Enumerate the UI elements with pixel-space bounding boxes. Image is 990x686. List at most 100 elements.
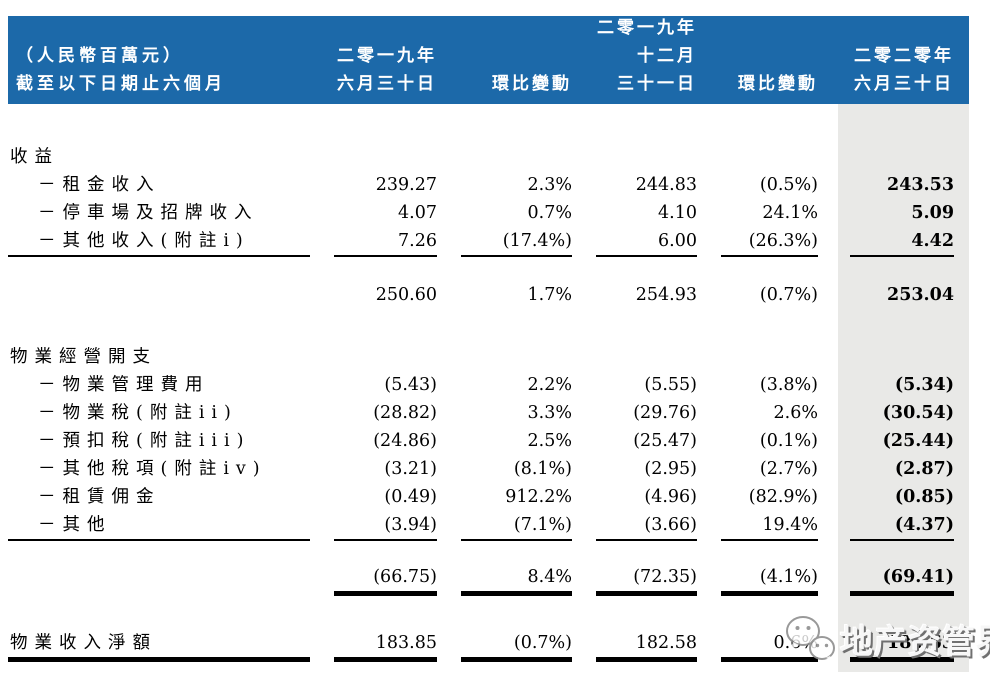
value-2019jun: 4.07 [398,203,437,223]
spacer [8,596,969,634]
table-body: 收益 －租金收入 239.27 2.3% 244.83 (0.5%) 243.5… [8,104,969,662]
value-change2: 24.1% [762,203,818,223]
value-2020jun: 183.63 [850,632,954,662]
row-rental-income: －租金收入 239.27 2.3% 244.83 (0.5%) 243.53 [8,173,969,201]
row-revenue-subtotal: 250.60 1.7% 254.93 (0.7%) 253.04 [8,283,969,311]
row-label: －預扣稅(附註iii) [38,431,251,451]
value-2020jun: 5.09 [911,203,954,223]
row-leasing-commission: －租賃佣金 (0.49) 912.2% (4.96) (82.9%) (0.85… [8,485,969,513]
value-change2: (26.3%) [721,230,818,257]
row-label: －物業管理費用 [38,375,210,395]
value-change2: (2.7%) [759,459,818,479]
value-change1: 1.7% [527,285,572,305]
value-2020jun: (2.87) [894,459,954,479]
value-2019dec: (72.35) [596,566,697,596]
section-label: 物業經營開支 [10,347,157,367]
value-change1: 8.4% [461,566,572,596]
value-2019dec: 4.10 [658,203,697,223]
row-label: －停車場及招牌收入 [38,203,259,223]
value-2020jun: 253.04 [887,285,954,305]
row-operating-expenses-section: 物業經營開支 [8,345,969,373]
value-change1: 3.3% [527,403,572,423]
row-label: 物業收入淨額 [8,632,310,662]
row-label: －物業稅(附註ii) [38,403,238,423]
value-change2: (4.1%) [721,566,818,596]
value-change2: 19.4% [721,514,818,541]
value-2020jun: (69.41) [850,566,954,596]
value-change2: (0.7%) [759,285,818,305]
row-carpark-signage-income: －停車場及招牌收入 4.07 0.7% 4.10 24.1% 5.09 [8,201,969,229]
value-change1: 2.3% [527,175,572,195]
row-label: －其他稅項(附註iv) [38,459,267,479]
row-property-tax: －物業稅(附註ii) (28.82) 3.3% (29.76) 2.6% (30… [8,401,969,429]
value-change1: (17.4%) [461,230,572,257]
header-col-change-2: 環比變動 [738,74,818,93]
spacer [8,541,969,568]
value-2019jun: (28.82) [373,403,437,423]
header-col-2020-jun30: 二零二零年 六月三十日 [854,46,954,93]
value-change2: (82.9%) [748,487,818,507]
value-2019jun: (3.94) [334,514,437,541]
section-label: 收益 [10,147,59,167]
row-label: －其他 [8,514,310,541]
value-2019jun: 183.85 [334,632,437,662]
value-2019dec: (2.95) [644,459,697,479]
row-label: －租金收入 [38,175,161,195]
header-col-2019-jun30: 二零一九年 六月三十日 [337,46,437,93]
value-2019jun: 239.27 [375,175,437,195]
header-col-2019-dec31: 二零一九年 十二月 三十一日 [597,18,697,93]
row-revenue-section: 收益 [8,145,969,173]
value-change2: (3.8%) [759,375,818,395]
value-2020jun: (0.85) [894,487,954,507]
value-change1: (0.7%) [461,632,572,662]
value-2019jun: (24.86) [373,431,437,451]
value-change2: 0.6% [721,632,818,662]
header-unit-line2: 截至以下日期止六個月 [16,74,226,93]
header-unit-label: （人民幣百萬元） 截至以下日期止六個月 [8,42,310,98]
value-2019dec: (4.96) [644,487,697,507]
value-2019jun: (3.21) [384,459,437,479]
row-other-income: －其他收入(附註i) 7.26 (17.4%) 6.00 (26.3%) 4.4… [8,229,969,257]
value-change1: 912.2% [505,487,572,507]
value-2020jun: (4.37) [850,514,954,541]
value-2019jun: (5.43) [384,375,437,395]
value-2019dec: (3.66) [596,514,697,541]
value-2019jun: (66.75) [334,566,437,596]
header-col-change-1: 環比變動 [492,74,572,93]
row-property-management-fee: －物業管理費用 (5.43) 2.2% (5.55) (3.8%) (5.34) [8,373,969,401]
value-2019dec: 254.93 [635,285,697,305]
row-net-property-income: 物業收入淨額 183.85 (0.7%) 182.58 0.6% 183.63 [8,632,969,662]
value-2019dec: 244.83 [635,175,697,195]
spacer [8,311,969,345]
row-label: －其他收入(附註i) [8,230,310,257]
value-2019jun: 7.26 [334,230,437,257]
value-change1: (8.1%) [513,459,572,479]
value-change2: 2.6% [773,403,818,423]
value-change2: (0.1%) [759,431,818,451]
row-other-taxes: －其他稅項(附註iv) (3.21) (8.1%) (2.95) (2.7%) … [8,457,969,485]
value-change1: 2.5% [527,431,572,451]
row-other-expenses: －其他 (3.94) (7.1%) (3.66) 19.4% (4.37) [8,513,969,541]
value-2020jun: 243.53 [887,175,954,195]
value-2019dec: 182.58 [596,632,697,662]
row-withholding-tax: －預扣稅(附註iii) (24.86) 2.5% (25.47) (0.1%) … [8,429,969,457]
value-2019jun: 250.60 [375,285,437,305]
value-2020jun: 4.42 [850,230,954,257]
value-2020jun: (25.44) [882,431,954,451]
spacer [8,104,969,145]
value-change1: 0.7% [527,203,572,223]
header-unit-line1: （人民幣百萬元） [16,46,184,65]
value-change2: (0.5%) [759,175,818,195]
spacer [8,257,969,283]
value-2019jun: (0.49) [384,487,437,507]
value-2020jun: (5.34) [894,375,954,395]
value-2019dec: (5.55) [644,375,697,395]
value-2019dec: 6.00 [596,230,697,257]
table-header-band: （人民幣百萬元） 截至以下日期止六個月 二零一九年 六月三十日 環比變動 二零一… [8,16,969,104]
row-expenses-subtotal: (66.75) 8.4% (72.35) (4.1%) (69.41) [8,566,969,596]
row-label: －租賃佣金 [38,487,161,507]
highlight-column-2020 [838,104,969,672]
value-change1: (7.1%) [461,514,572,541]
value-change1: 2.2% [527,375,572,395]
